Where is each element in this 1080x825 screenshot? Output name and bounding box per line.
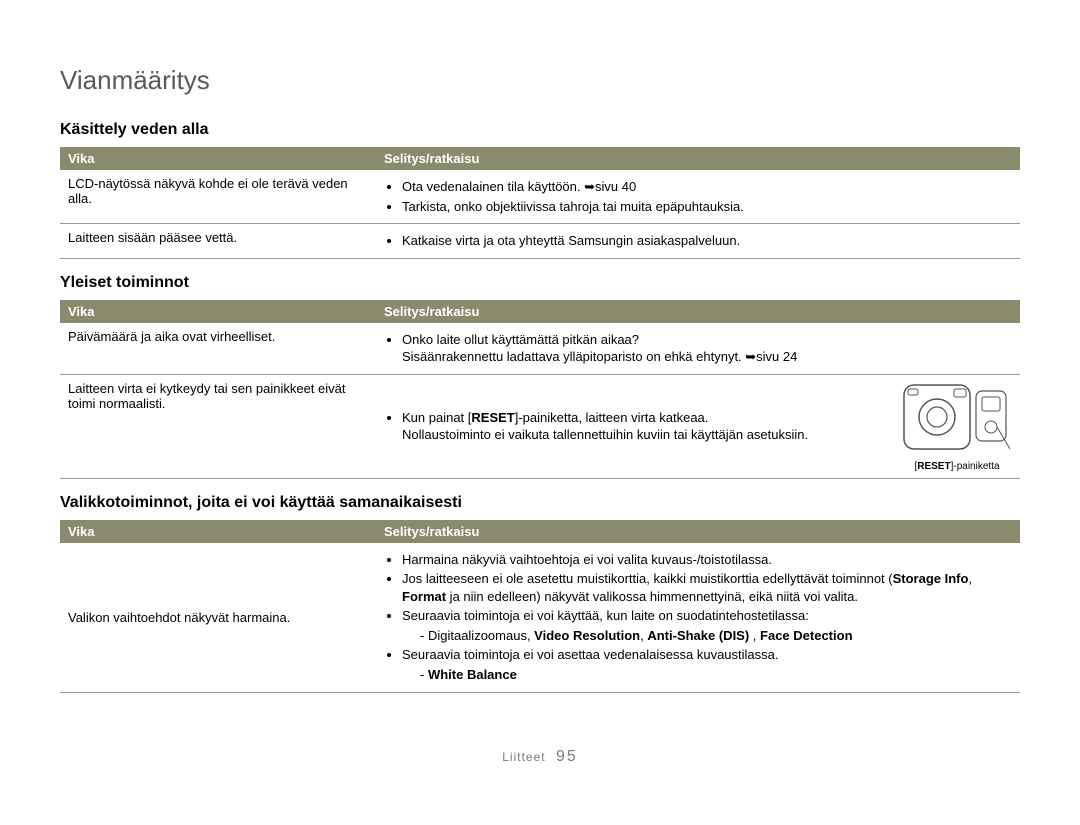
- th-solution: Selitys/ratkaisu: [376, 520, 1020, 543]
- th-solution: Selitys/ratkaisu: [376, 300, 1020, 323]
- camera-icon: [902, 381, 1012, 459]
- section-heading-underwater: Käsittely veden alla: [60, 121, 1020, 139]
- table-row: Valikon vaihtoehdot näkyvät harmaina. Ha…: [60, 543, 1020, 692]
- table-row: LCD-näytössä näkyvä kohde ei ole terävä …: [60, 170, 1020, 224]
- cell-symptom: LCD-näytössä näkyvä kohde ei ole terävä …: [60, 170, 376, 224]
- page-number: 95: [556, 748, 578, 765]
- th-symptom: Vika: [60, 300, 376, 323]
- table-general: Vika Selitys/ratkaisu Päivämäärä ja aika…: [60, 300, 1020, 479]
- list-item: White Balance: [420, 666, 1012, 684]
- list-item: Jos laitteeseen ei ole asetettu muistiko…: [402, 570, 1012, 605]
- list-item: Seuraavia toimintoja ei voi käyttää, kun…: [402, 607, 1012, 644]
- cell-symptom: Laitteen virta ei kytkeydy tai sen paini…: [60, 374, 376, 478]
- list-item: Onko laite ollut käyttämättä pitkän aika…: [402, 331, 1012, 366]
- camera-illustration: [RESET]-painiketta: [902, 381, 1012, 472]
- th-symptom: Vika: [60, 147, 376, 170]
- page-footer: Liitteet 95: [60, 748, 1020, 766]
- cell-symptom: Laitteen sisään pääsee vettä.: [60, 224, 376, 259]
- table-menu: Vika Selitys/ratkaisu Valikon vaihtoehdo…: [60, 520, 1020, 693]
- list-item: Harmaina näkyviä vaihtoehtoja ei voi val…: [402, 551, 1012, 569]
- cell-symptom: Päivämäärä ja aika ovat virheelliset.: [60, 323, 376, 375]
- list-item: Digitaalizoomaus, Video Resolution, Anti…: [420, 627, 1012, 645]
- cell-solution: Ota vedenalainen tila käyttöön. ➥sivu 40…: [376, 170, 1020, 224]
- cell-solution: Katkaise virta ja ota yhteyttä Samsungin…: [376, 224, 1020, 259]
- list-item: Ota vedenalainen tila käyttöön. ➥sivu 40: [402, 178, 1012, 196]
- footer-label: Liitteet: [502, 750, 545, 764]
- section-heading-menu: Valikkotoiminnot, joita ei voi käyttää s…: [60, 494, 1020, 512]
- cell-solution: Kun painat [RESET]-painiketta, laitteen …: [376, 374, 1020, 478]
- list-item: Seuraavia toimintoja ei voi asettaa vede…: [402, 646, 1012, 683]
- th-solution: Selitys/ratkaisu: [376, 147, 1020, 170]
- list-item: Tarkista, onko objektiivissa tahroja tai…: [402, 198, 1012, 216]
- table-underwater: Vika Selitys/ratkaisu LCD-näytössä näkyv…: [60, 147, 1020, 259]
- th-symptom: Vika: [60, 520, 376, 543]
- page-title: Vianmääritys: [60, 65, 1020, 96]
- table-row: Laitteen virta ei kytkeydy tai sen paini…: [60, 374, 1020, 478]
- list-item: Kun painat [RESET]-painiketta, laitteen …: [402, 409, 890, 444]
- cell-symptom: Valikon vaihtoehdot näkyvät harmaina.: [60, 543, 376, 692]
- section-heading-general: Yleiset toiminnot: [60, 274, 1020, 292]
- table-row: Laitteen sisään pääsee vettä. Katkaise v…: [60, 224, 1020, 259]
- cell-solution: Harmaina näkyviä vaihtoehtoja ei voi val…: [376, 543, 1020, 692]
- list-item: Katkaise virta ja ota yhteyttä Samsungin…: [402, 232, 1012, 250]
- table-row: Päivämäärä ja aika ovat virheelliset. On…: [60, 323, 1020, 375]
- reset-caption: [RESET]-painiketta: [902, 461, 1012, 472]
- cell-solution: Onko laite ollut käyttämättä pitkän aika…: [376, 323, 1020, 375]
